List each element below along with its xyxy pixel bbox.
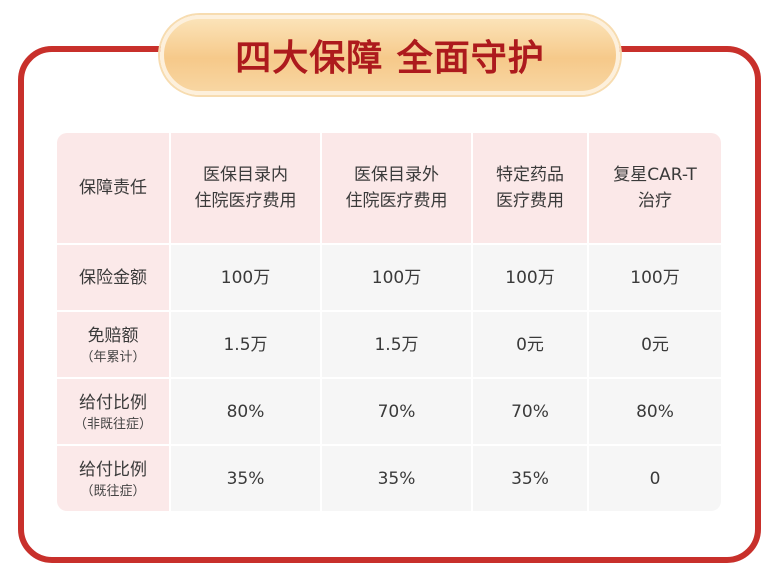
- column-header-line: 医疗费用: [496, 191, 564, 211]
- column-header-line: 住院医疗费用: [194, 191, 297, 211]
- table-cell: 0元: [473, 312, 587, 377]
- column-header-line: 复星CAR-T: [613, 165, 697, 185]
- row-label: 免赔额 （年累计）: [57, 312, 169, 377]
- table-cell: 100万: [473, 245, 587, 310]
- table-cell: 0: [589, 446, 721, 511]
- table-cell: 35%: [473, 446, 587, 511]
- table-cell: 0元: [589, 312, 721, 377]
- column-header: 医保目录外住院医疗费用: [322, 133, 471, 243]
- column-header: 复星CAR-T 治疗: [589, 133, 721, 243]
- row-label: 给付比例 （既往症）: [57, 446, 169, 511]
- coverage-table: 保障责任 医保目录内住院医疗费用 医保目录外住院医疗费用 特定药品医疗费用 复星…: [57, 133, 721, 511]
- row-label-text: 免赔额: [87, 325, 139, 346]
- table-cell: 1.5万: [322, 312, 471, 377]
- column-header: 医保目录内住院医疗费用: [171, 133, 320, 243]
- column-header-line: 特定药品: [496, 165, 564, 185]
- table-cell: 80%: [171, 379, 320, 444]
- table-cell: 70%: [473, 379, 587, 444]
- title-banner: 四大保障 全面守护: [160, 15, 620, 95]
- table-cell: 1.5万: [171, 312, 320, 377]
- row-label-text: 给付比例: [79, 459, 147, 480]
- header-corner: 保障责任: [57, 133, 169, 243]
- row-label: 保险金额: [57, 245, 169, 310]
- table-cell: 35%: [322, 446, 471, 511]
- column-header-line: 治疗: [638, 191, 672, 211]
- column-header-line: 住院医疗费用: [345, 191, 448, 211]
- row-label-text: 保险金额: [79, 267, 147, 288]
- row-label-text: 给付比例: [79, 392, 147, 413]
- column-header-line: 医保目录内: [203, 165, 288, 185]
- row-label-note: （既往症）: [80, 483, 146, 499]
- table-cell: 100万: [322, 245, 471, 310]
- table-cell: 35%: [171, 446, 320, 511]
- table-cell: 70%: [322, 379, 471, 444]
- table-cell: 100万: [171, 245, 320, 310]
- header-corner-label: 保障责任: [79, 178, 147, 198]
- row-label-note: （年累计）: [80, 349, 146, 365]
- row-label: 给付比例 （非既往症）: [57, 379, 169, 444]
- column-header: 特定药品 医疗费用: [473, 133, 587, 243]
- row-label-note: （非既往症）: [73, 416, 152, 432]
- table-cell: 80%: [589, 379, 721, 444]
- column-header-line: 医保目录外: [354, 165, 439, 185]
- page-title: 四大保障 全面守护: [235, 38, 545, 79]
- table-cell: 100万: [589, 245, 721, 310]
